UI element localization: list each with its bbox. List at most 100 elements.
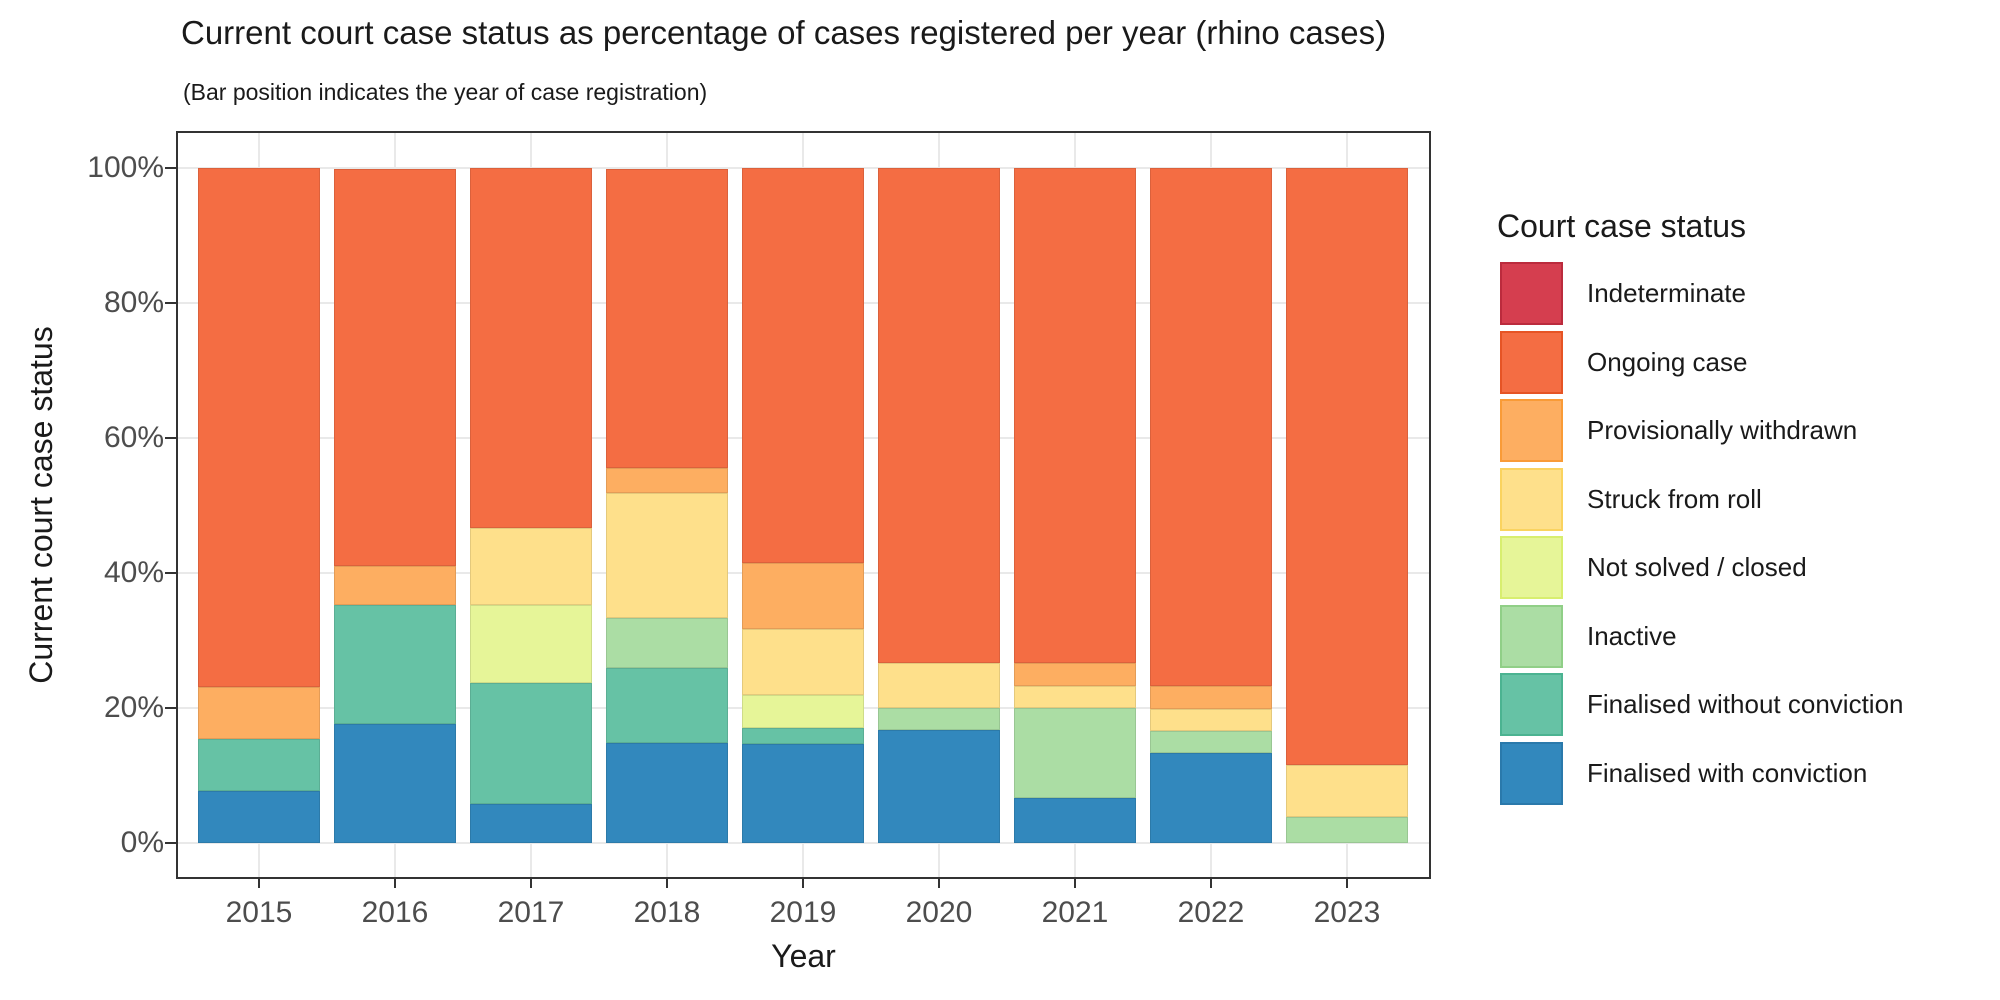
y-axis-title: Current court case status [23,326,59,684]
chart-subtitle: (Bar position indicates the year of case… [183,79,708,105]
x-tick-mark [394,877,396,888]
legend-key [1500,605,1563,668]
legend-label: Finalised without conviction [1587,689,1904,719]
bar-segment [742,629,864,696]
x-tick-mark [802,877,804,888]
y-tick-mark [165,167,176,169]
x-tick-mark [666,877,668,888]
bar-segment [198,687,320,740]
bar-segment [1286,817,1408,843]
bar-segment [334,605,456,725]
legend-key [1500,468,1563,531]
bar-segment [334,724,456,843]
bar-segment [878,730,1000,843]
x-tick-mark [1346,877,1348,888]
legend-label: Finalised with conviction [1587,758,1868,788]
bar-segment [1014,168,1136,664]
y-tick-mark [165,437,176,439]
legend-label: Struck from roll [1587,484,1762,514]
bar-segment [606,168,728,469]
y-tick-mark [165,842,176,844]
legend-label: Indeterminate [1587,278,1746,308]
legend-key [1500,399,1563,462]
x-tick-label: 2017 [497,896,565,929]
bar-segment [1286,168,1408,766]
bar-segment [1286,765,1408,818]
bar-2019 [742,133,864,877]
x-tick-label: 2022 [1177,896,1245,929]
legend-label: Not solved / closed [1587,552,1807,582]
bar-segment [878,708,1000,731]
bar-segment [742,168,864,563]
x-tick-label: 2021 [1041,896,1109,929]
bar-segment [198,791,320,843]
legend-label: Provisionally withdrawn [1587,415,1858,445]
y-tick-label: 80% [103,286,164,319]
bar-segment [606,743,728,843]
legend-key [1500,742,1563,805]
bar-2021 [1014,133,1136,877]
x-tick-label: 2015 [225,896,293,929]
x-tick-label: 2020 [905,896,973,929]
legend-key [1500,673,1563,736]
bar-segment [470,683,592,804]
bar-segment [198,168,320,688]
y-tick-label: 20% [103,691,164,724]
bar-segment [1014,663,1136,686]
x-tick-label: 2019 [769,896,837,929]
legend-key [1500,262,1563,325]
bar-segment [470,803,592,843]
bar-segment [470,605,592,684]
bar-segment [1150,168,1272,687]
chart-title: Current court case status as percentage … [181,14,1387,51]
x-tick-mark [938,877,940,888]
bar-segment [334,565,456,606]
y-tick-mark [165,707,176,709]
legend-key [1500,331,1563,394]
bar-segment [1014,708,1136,798]
y-tick-label: 0% [120,826,164,859]
y-tick-label: 40% [103,556,164,589]
legend-label: Inactive [1587,621,1677,651]
bar-segment [606,468,728,494]
bar-segment [742,728,864,745]
bar-segment [878,662,1000,708]
bar-segment [742,744,864,843]
x-tick-mark [530,877,532,888]
bar-segment [334,168,456,566]
bar-2017 [470,133,592,877]
bar-2015 [198,133,320,877]
y-tick-label: 100% [87,151,164,184]
plot-panel [176,131,1431,879]
bar-segment [470,168,592,528]
bar-segment [1150,708,1272,731]
bar-2022 [1150,133,1272,877]
bar-segment [1014,797,1136,843]
bar-segment [606,618,728,669]
bar-segment [742,562,864,630]
x-tick-mark [1210,877,1212,888]
bar-segment [878,168,1000,663]
bar-segment [606,493,728,619]
x-tick-mark [1074,877,1076,888]
bar-2018 [606,133,728,877]
bar-2020 [878,133,1000,877]
bar-segment [1150,686,1272,709]
bar-segment [1150,753,1272,843]
y-tick-mark [165,572,176,574]
legend-label: Ongoing case [1587,347,1748,377]
x-tick-label: 2018 [633,896,701,929]
x-tick-label: 2023 [1313,896,1381,929]
bar-segment [470,527,592,606]
bar-2023 [1286,133,1408,877]
bar-segment [198,739,320,792]
x-tick-mark [258,877,260,888]
legend-key [1500,536,1563,599]
x-axis-title: Year [771,938,836,974]
bar-2016 [334,133,456,877]
bar-segment [742,695,864,729]
legend-title: Court case status [1497,208,1746,244]
bar-segment [1150,730,1272,754]
y-tick-label: 60% [103,421,164,454]
